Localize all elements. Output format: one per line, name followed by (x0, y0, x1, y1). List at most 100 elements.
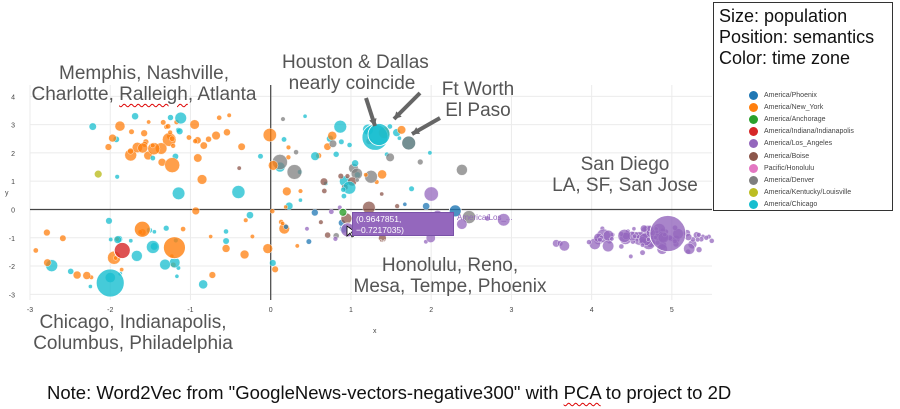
scatter-point (149, 155, 156, 161)
x-tick-label: 1 (349, 307, 353, 314)
y-tick-label: 3 (11, 123, 15, 130)
y-tick-label: 0 (11, 207, 15, 214)
legend-label: Pacific/Honolulu (764, 164, 815, 172)
scatter-point (286, 164, 303, 180)
legend-item[interactable]: America/Anchorage (749, 113, 854, 125)
scatter-point (250, 234, 255, 239)
scatter-point (394, 203, 400, 209)
tooltip-coords: (0.9647851, −0.7217035) (356, 214, 404, 235)
legend-swatch (749, 90, 758, 100)
scatter-point (72, 270, 82, 280)
scatter-point (617, 229, 632, 243)
scatter-point (363, 172, 369, 178)
scatter-point (609, 236, 615, 242)
scatter-point (222, 237, 230, 245)
scatter-point (105, 217, 113, 225)
scatter-point (340, 186, 347, 193)
annotation-line: San Diego (580, 154, 670, 175)
scatter-point (127, 147, 134, 155)
legend-swatch (749, 200, 758, 210)
scatter-point (283, 224, 289, 230)
scatter-point (170, 143, 176, 149)
legend-item[interactable]: Pacific/Honolulu (749, 162, 854, 174)
legend-item[interactable]: America/Chicago (749, 199, 854, 211)
annotation-line: Ft Worth (441, 79, 515, 100)
scatter-point (114, 174, 120, 180)
legend-box: Size: population Position: semantics Col… (713, 2, 893, 211)
scatter-point (176, 127, 184, 135)
footnote: Note: Word2Vec from "GoogleNews-vectors-… (47, 382, 731, 404)
x-tick-label: -2 (107, 307, 113, 314)
legend-item[interactable]: America/Boise (749, 150, 854, 162)
scatter-point (618, 243, 625, 250)
scatter-point (108, 134, 117, 143)
scatter-point (354, 177, 360, 183)
arrow-head (412, 127, 420, 134)
scatter-point (280, 116, 286, 122)
scatter-point (88, 122, 97, 131)
scatter-point (423, 186, 439, 202)
scatter-point (208, 271, 216, 279)
scatter-point (695, 246, 703, 253)
y-axis-label: y (5, 190, 9, 197)
scatter-point (586, 239, 592, 245)
legend-item[interactable]: America/Denver (749, 174, 854, 186)
scatter-point (456, 164, 468, 176)
annotation-arrows (346, 91, 441, 238)
legend-item[interactable]: America/Phoenix (749, 89, 854, 101)
scatter-point (385, 152, 395, 162)
annotation-line: Memphis, Nashville, (59, 63, 229, 84)
scatter-point (333, 151, 340, 158)
scatter-point (268, 160, 279, 171)
legend-item[interactable]: America/Los_Angeles (749, 138, 854, 150)
scatter-point (269, 208, 275, 214)
scatter-point (88, 284, 93, 289)
legend-item[interactable]: America/Indiana/Indianapolis (749, 126, 854, 138)
scatter-point (198, 279, 208, 290)
annotation-line: Columbus, Philadelphia (33, 333, 233, 354)
scatter-point (236, 165, 242, 171)
scatter-point (305, 238, 312, 245)
scatter-point (152, 229, 157, 235)
annotation-sandiego: San Diego LA, SF, San Jose (543, 154, 707, 196)
annotation-line: LA, SF, San Jose (552, 175, 698, 196)
legend-label: America/Chicago (764, 201, 818, 209)
scatter-point (318, 219, 324, 225)
scatter-point (164, 157, 180, 173)
scatter-point (327, 131, 337, 141)
scatter-point (283, 204, 288, 210)
scatter-point (632, 233, 638, 239)
scatter-point (422, 202, 430, 211)
annotation-honolulu: Honolulu, Reno, Mesa, Tempe, Phoenix (348, 255, 552, 297)
scatter-point (397, 135, 402, 141)
legend-label: America/Los_Angeles (764, 140, 833, 148)
scatter-point (104, 143, 112, 151)
scatter-point (119, 267, 124, 272)
legend-swatch (749, 188, 758, 198)
key-size-line: Size: population (719, 6, 848, 26)
scatter-point (43, 258, 52, 267)
legend-swatch (749, 114, 758, 124)
scatter-point (597, 237, 603, 243)
legend-item[interactable]: America/New_York (749, 101, 854, 113)
scatter-point (186, 134, 192, 141)
annotation-line: Honolulu, Reno, (381, 255, 519, 276)
legend-item[interactable]: America/Kentucky/Louisville (749, 187, 854, 199)
legend: America/Phoenix America/New_York America/A… (749, 89, 854, 211)
scatter-point (226, 112, 232, 118)
x-tick-label: 0 (269, 307, 273, 314)
scatter-point (231, 185, 246, 199)
scatter-point (43, 229, 51, 237)
scatter-point-highlight (133, 220, 151, 238)
scatter-point (302, 114, 308, 119)
scatter-point (128, 238, 134, 243)
scatter-point (321, 188, 328, 194)
scatter-point (108, 237, 114, 242)
scatter-point (128, 128, 135, 135)
scatter-point (639, 249, 646, 256)
scatter-point (559, 240, 570, 252)
annotation-line: Mesa, Tempe, Phoenix (353, 276, 547, 297)
scatter-point (243, 217, 249, 223)
scatter-point (271, 265, 279, 273)
footnote-suffix: to project to 2D (600, 382, 732, 403)
